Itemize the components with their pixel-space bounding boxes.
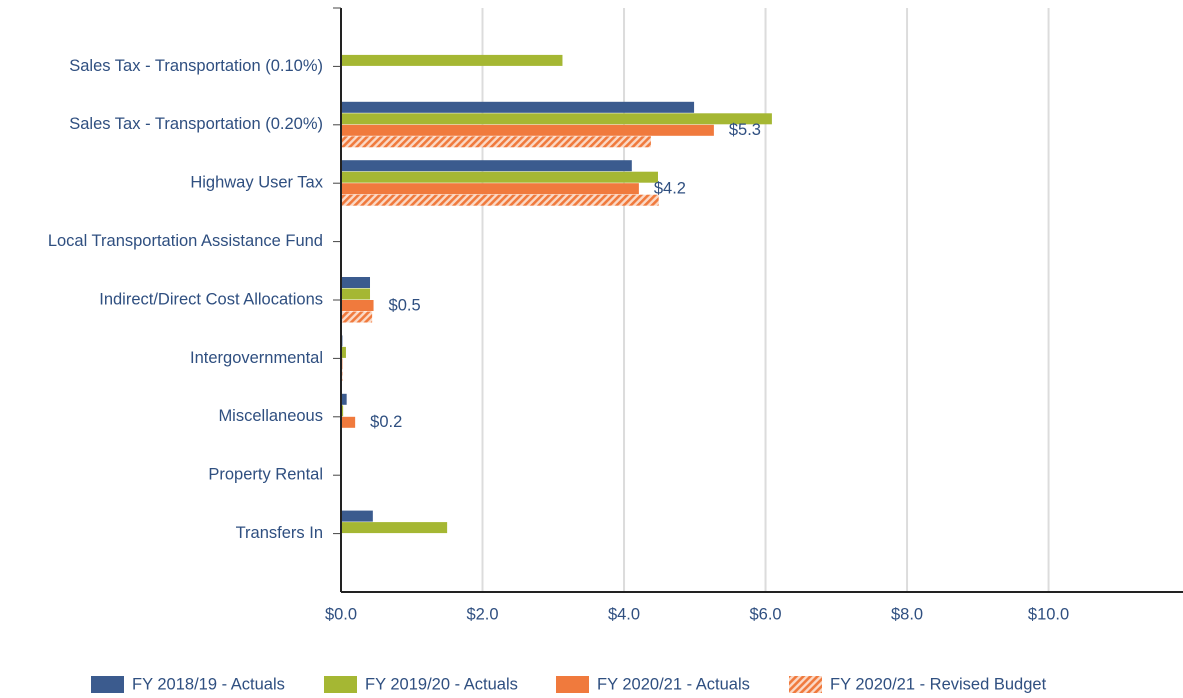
bar (341, 183, 639, 195)
x-tick-label: $2.0 (466, 605, 498, 623)
bar (341, 346, 346, 358)
x-tick-label: $0.0 (325, 605, 357, 623)
y-tick-label: Sales Tax - Transportation (0.20%) (69, 115, 323, 133)
x-tick-label: $8.0 (891, 605, 923, 623)
y-tick-label: Transfers In (236, 524, 323, 542)
data-label: $0.2 (370, 413, 402, 431)
legend-label: FY 2018/19 - Actuals (132, 675, 285, 693)
legend-label: FY 2020/21 - Revised Budget (830, 675, 1047, 693)
x-tick-label: $10.0 (1028, 605, 1069, 623)
bar (341, 405, 344, 417)
y-tick-label: Local Transportation Assistance Fund (48, 232, 323, 250)
y-tick-label: Property Rental (208, 466, 323, 484)
bar (341, 171, 658, 183)
bar (341, 393, 347, 405)
bar (341, 311, 373, 323)
legend-label: FY 2020/21 - Actuals (597, 675, 750, 693)
bar (341, 522, 448, 534)
bar (341, 54, 563, 66)
bar (341, 101, 695, 113)
x-tick-label: $4.0 (608, 605, 640, 623)
data-label: $4.2 (654, 180, 686, 198)
bar (341, 288, 371, 300)
x-tick-label: $6.0 (749, 605, 781, 623)
bar (341, 136, 651, 148)
data-label: $5.3 (729, 121, 761, 139)
legend-label: FY 2019/20 - Actuals (365, 675, 518, 693)
bar (341, 160, 632, 172)
bar (341, 510, 373, 522)
legend-swatch (91, 676, 124, 693)
y-tick-label: Intergovernmental (190, 349, 323, 367)
y-tick-label: Miscellaneous (218, 407, 323, 425)
bar (341, 277, 371, 288)
bar (341, 124, 714, 136)
legend-swatch (789, 676, 822, 693)
y-tick-label: Indirect/Direct Cost Allocations (99, 290, 323, 308)
legend-swatch (324, 676, 357, 693)
y-tick-label: Sales Tax - Transportation (0.10%) (69, 57, 323, 75)
bar (341, 416, 356, 428)
data-label: $0.5 (389, 296, 421, 314)
y-tick-label: Highway User Tax (190, 174, 323, 192)
bar (341, 113, 772, 125)
bar (341, 194, 659, 206)
legend-swatch (556, 676, 589, 693)
bar (341, 300, 374, 311)
